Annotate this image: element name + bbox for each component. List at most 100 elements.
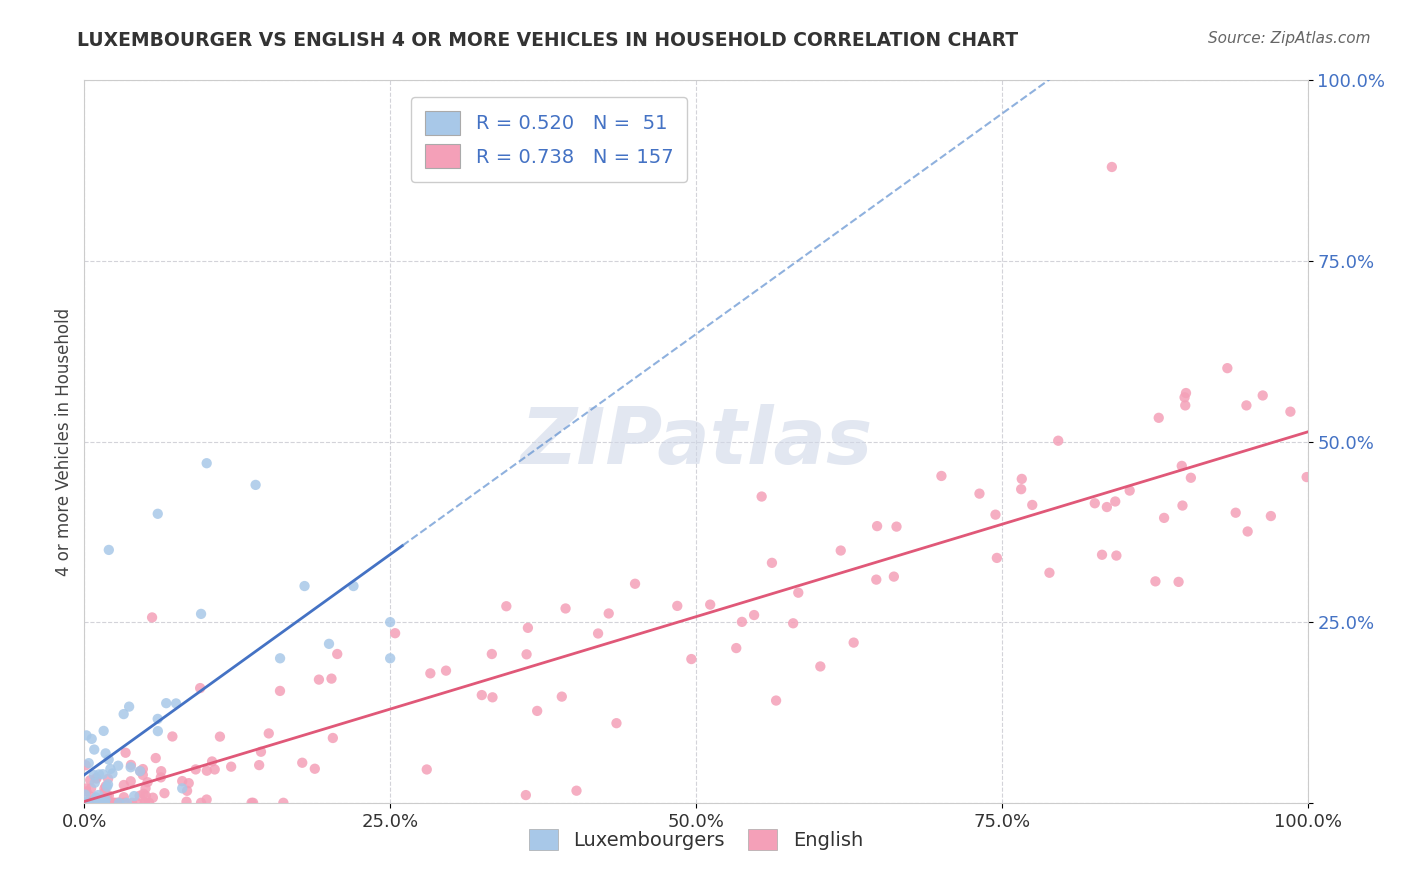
Point xyxy=(80,789,103,804)
Point xyxy=(94,792,117,806)
Point xyxy=(129,764,152,779)
Point xyxy=(1105,549,1128,563)
Point xyxy=(883,569,905,583)
Point xyxy=(153,786,176,800)
Point xyxy=(188,681,211,695)
Point xyxy=(83,776,105,790)
Point xyxy=(145,751,167,765)
Point xyxy=(75,796,97,810)
Point xyxy=(1144,574,1167,589)
Point xyxy=(94,796,117,810)
Point xyxy=(87,788,110,802)
Point xyxy=(322,731,344,745)
Point xyxy=(380,615,402,630)
Point xyxy=(269,651,291,665)
Point xyxy=(150,764,173,779)
Point xyxy=(1038,566,1060,580)
Point xyxy=(742,608,765,623)
Point xyxy=(112,707,135,722)
Point xyxy=(342,579,364,593)
Point xyxy=(83,768,105,782)
Point xyxy=(134,796,156,810)
Point xyxy=(219,760,242,774)
Point xyxy=(765,693,787,707)
Text: Source: ZipAtlas.com: Source: ZipAtlas.com xyxy=(1208,31,1371,46)
Point xyxy=(481,690,503,705)
Point xyxy=(83,796,105,810)
Point xyxy=(96,796,118,810)
Point xyxy=(1011,472,1033,486)
Point xyxy=(326,647,349,661)
Point xyxy=(318,637,340,651)
Point xyxy=(984,508,1007,522)
Point xyxy=(114,746,136,760)
Point xyxy=(97,753,120,767)
Point xyxy=(1251,388,1274,402)
Point xyxy=(725,641,748,656)
Point xyxy=(107,796,129,810)
Point xyxy=(101,796,124,810)
Point xyxy=(120,758,142,772)
Point xyxy=(112,778,135,792)
Point xyxy=(122,789,145,803)
Point xyxy=(135,789,157,803)
Point xyxy=(419,666,441,681)
Point xyxy=(190,607,212,621)
Legend: Luxembourgers, English: Luxembourgers, English xyxy=(522,822,870,858)
Point xyxy=(204,763,226,777)
Point xyxy=(77,756,100,771)
Point xyxy=(155,696,177,710)
Point xyxy=(808,659,831,673)
Point xyxy=(76,796,98,810)
Point xyxy=(1180,471,1202,485)
Point xyxy=(82,796,104,810)
Point xyxy=(931,469,953,483)
Point xyxy=(76,796,98,810)
Point xyxy=(80,796,103,810)
Point xyxy=(146,724,169,739)
Point xyxy=(257,726,280,740)
Point xyxy=(93,796,115,810)
Point xyxy=(1010,482,1032,496)
Point xyxy=(135,781,157,796)
Point xyxy=(273,796,295,810)
Point xyxy=(1118,483,1140,498)
Point xyxy=(624,576,647,591)
Point xyxy=(98,762,121,776)
Point xyxy=(554,601,576,615)
Point xyxy=(1175,386,1198,401)
Point xyxy=(107,796,129,810)
Point xyxy=(115,796,138,810)
Point xyxy=(195,764,218,778)
Point xyxy=(107,758,129,772)
Point xyxy=(97,777,120,791)
Point xyxy=(80,731,103,746)
Point xyxy=(86,772,108,786)
Point xyxy=(240,796,263,810)
Point xyxy=(165,697,187,711)
Point xyxy=(605,716,627,731)
Point xyxy=(97,542,120,557)
Point xyxy=(1021,498,1043,512)
Point xyxy=(91,796,114,810)
Point xyxy=(787,585,810,599)
Point xyxy=(380,651,402,665)
Point xyxy=(830,543,852,558)
Point xyxy=(247,758,270,772)
Point xyxy=(526,704,548,718)
Point xyxy=(146,712,169,726)
Point xyxy=(761,556,783,570)
Point xyxy=(1174,390,1197,404)
Point xyxy=(97,789,120,803)
Point xyxy=(195,792,218,806)
Point xyxy=(886,519,908,533)
Point xyxy=(1236,524,1258,539)
Point xyxy=(681,652,703,666)
Point xyxy=(242,796,264,810)
Point xyxy=(269,684,291,698)
Text: LUXEMBOURGER VS ENGLISH 4 OR MORE VEHICLES IN HOUSEHOLD CORRELATION CHART: LUXEMBOURGER VS ENGLISH 4 OR MORE VEHICL… xyxy=(77,31,1018,50)
Point xyxy=(108,796,131,810)
Point xyxy=(308,673,330,687)
Point xyxy=(866,519,889,533)
Point xyxy=(134,796,156,810)
